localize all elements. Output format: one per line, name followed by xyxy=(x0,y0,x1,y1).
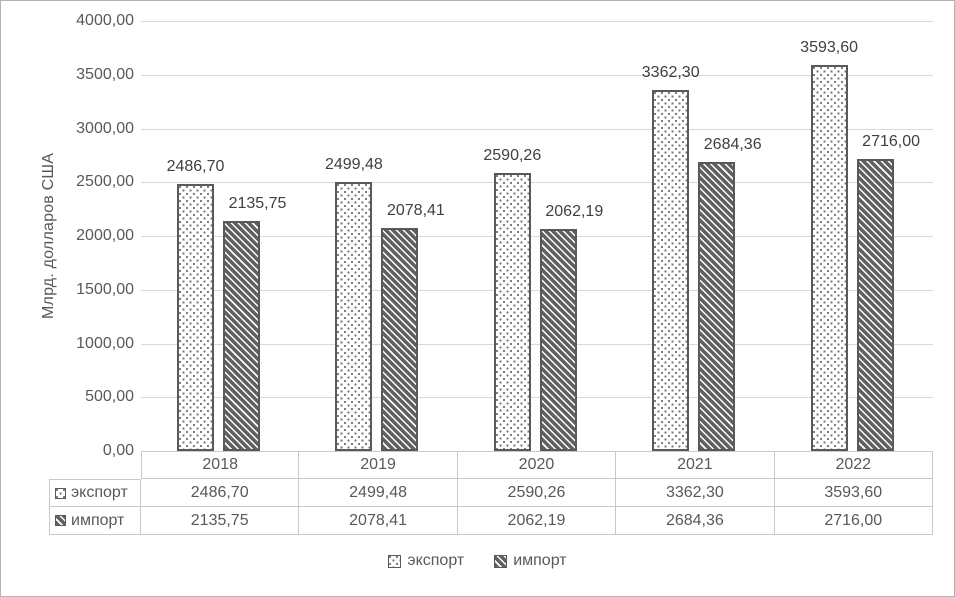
plot-area: 2486,70 2135,75 2499,48 2078,41 2590,26 2062,… xyxy=(141,21,933,452)
table-value-cell: 2135,75 xyxy=(141,507,300,535)
gridline xyxy=(141,397,933,398)
table-header-cell: 2021 xyxy=(616,451,775,479)
gridline xyxy=(141,21,933,22)
импорт-bar-2020 xyxy=(539,229,577,451)
legend-item-импорт: импорт xyxy=(494,552,567,570)
экспорт-legend-swatch-icon xyxy=(388,554,402,568)
импорт-bar-2021 xyxy=(698,162,736,451)
экспорт-bar-2019 xyxy=(335,182,373,451)
gridline xyxy=(141,75,933,76)
table-header-cell: 2020 xyxy=(457,451,617,479)
экспорт-bar-2021 xyxy=(652,89,690,451)
y-tick-label: 500,00 xyxy=(85,388,134,405)
table-value-cell: 2062,19 xyxy=(457,507,617,535)
table-header-cell: 2022 xyxy=(774,451,933,479)
table-value-cell: 3362,30 xyxy=(616,479,775,507)
y-tick-label: 4000,00 xyxy=(76,12,134,29)
импорт-value-label-2021: 2684,36 xyxy=(703,136,762,154)
table-value-cell: 3593,60 xyxy=(774,479,933,507)
экспорт-bar-2020 xyxy=(493,172,531,451)
gridline xyxy=(141,236,933,237)
table-value-cell: 2486,70 xyxy=(141,479,300,507)
экспорт-swatch-icon xyxy=(55,487,66,499)
gridline xyxy=(141,290,933,291)
legend: экспорт импорт xyxy=(1,552,954,570)
table-value-cell: 2716,00 xyxy=(774,507,933,535)
gridline xyxy=(141,344,933,345)
y-tick-label: 1000,00 xyxy=(76,335,134,352)
импорт-bar-2019 xyxy=(381,227,419,451)
экспорт-value-label-2020: 2590,26 xyxy=(483,146,542,164)
y-tick-label: 3500,00 xyxy=(76,66,134,83)
legend-label: импорт xyxy=(513,552,567,569)
table-row-label: импорт xyxy=(49,507,141,535)
y-tick-label: 3000,00 xyxy=(76,120,134,137)
y-tick-label: 1500,00 xyxy=(76,281,134,298)
импорт-value-label-2020: 2062,19 xyxy=(545,203,604,221)
импорт-swatch-icon xyxy=(55,515,66,526)
data-table: 2018 2019 2020 2021 2022 экспорт 2486,70 2499,4… xyxy=(49,451,933,535)
y-tick-label: 0,00 xyxy=(102,442,134,459)
экспорт-value-label-2021: 3362,30 xyxy=(641,63,700,81)
legend-item-экспорт: экспорт xyxy=(388,552,464,570)
экспорт-bar-2022 xyxy=(810,64,848,451)
table-value-cell: 2590,26 xyxy=(457,479,617,507)
y-tick-label: 2500,00 xyxy=(76,173,134,190)
импорт-value-label-2018: 2135,75 xyxy=(228,195,287,213)
gridline xyxy=(141,182,933,183)
экспорт-value-label-2022: 3593,60 xyxy=(800,38,859,56)
table-value-cell: 2499,48 xyxy=(299,479,458,507)
импорт-bar-2022 xyxy=(856,159,894,451)
экспорт-value-label-2018: 2486,70 xyxy=(166,157,225,175)
импорт-bar-2018 xyxy=(223,221,260,451)
legend-label: экспорт xyxy=(407,552,465,569)
table-header-cell: 2019 xyxy=(299,451,458,479)
table-value-cell: 2684,36 xyxy=(616,507,775,535)
экспорт-value-label-2019: 2499,48 xyxy=(324,156,383,174)
y-tick-label: 2000,00 xyxy=(76,227,134,244)
gridline xyxy=(141,129,933,130)
table-row-label: экспорт xyxy=(49,479,141,507)
table-value-cell: 2078,41 xyxy=(299,507,458,535)
экспорт-bar-2018 xyxy=(177,183,214,451)
импорт-value-label-2019: 2078,41 xyxy=(386,201,445,219)
table-header-cell: 2018 xyxy=(141,451,300,479)
импорт-value-label-2022: 2716,00 xyxy=(862,133,921,150)
table-corner-cell xyxy=(49,451,141,479)
table-row-label-text: экспорт xyxy=(71,484,128,501)
table-row-label-text: импорт xyxy=(71,511,125,529)
импорт-legend-swatch-icon xyxy=(494,554,508,568)
